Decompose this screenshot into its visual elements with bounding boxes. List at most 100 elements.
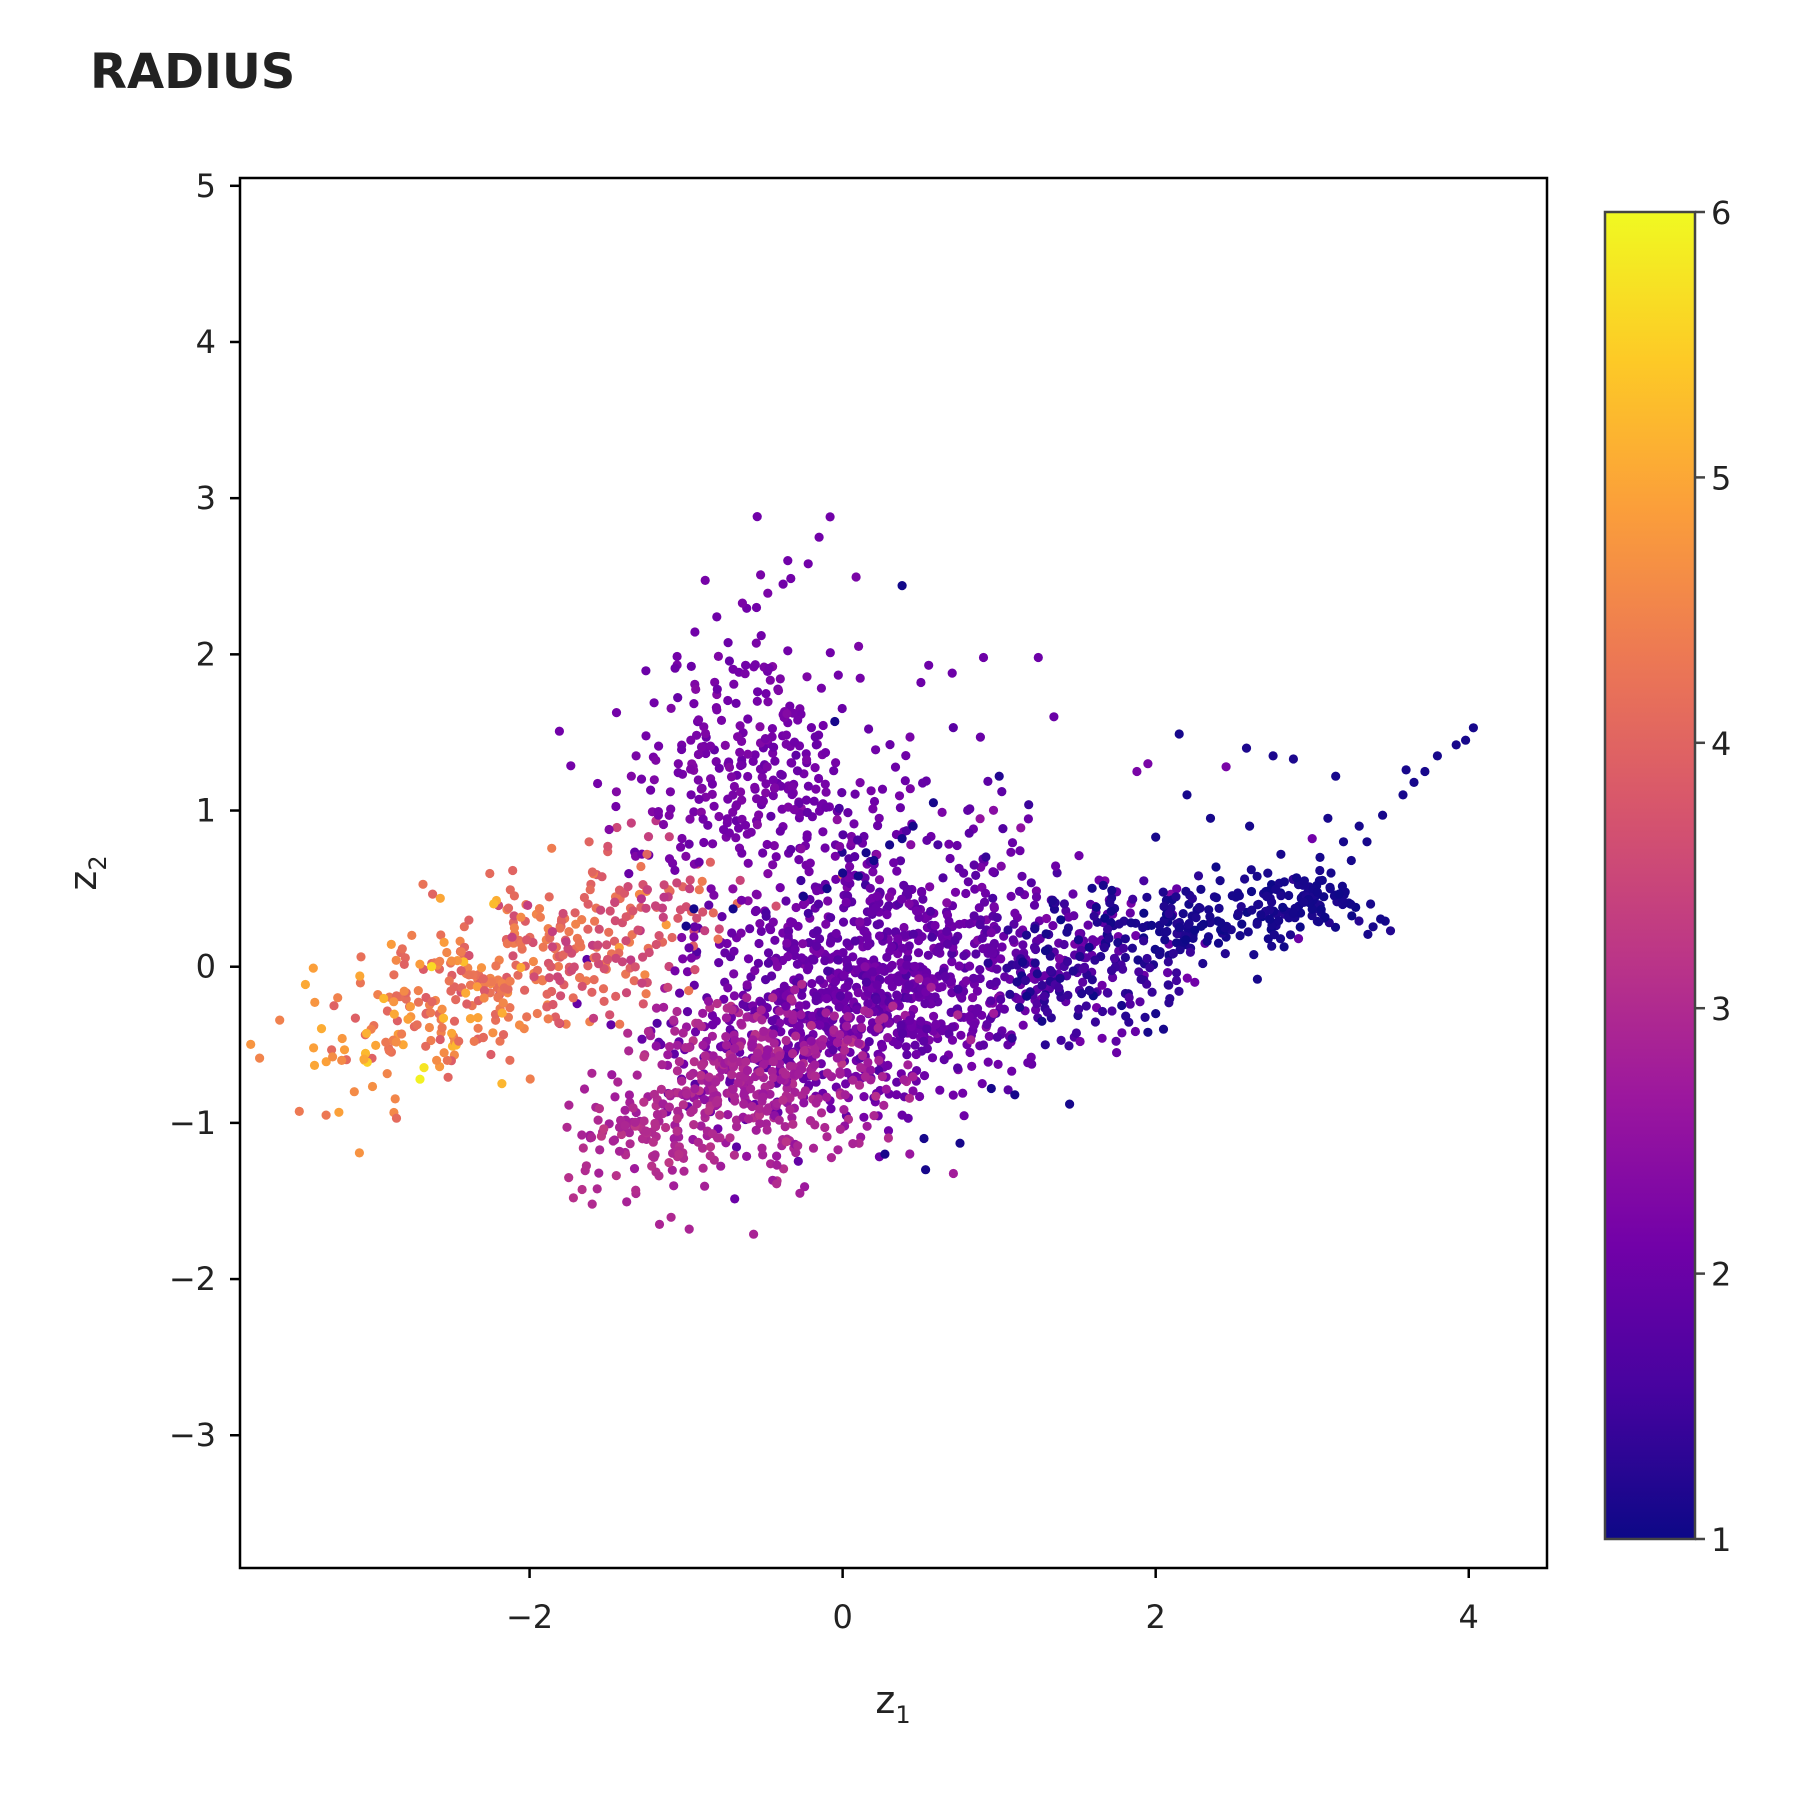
data-point xyxy=(1315,865,1325,876)
data-point xyxy=(842,981,852,991)
data-point xyxy=(724,762,735,773)
data-point xyxy=(1112,1048,1122,1058)
data-point xyxy=(883,1060,893,1070)
data-point xyxy=(742,1151,752,1161)
data-point xyxy=(309,1043,319,1053)
data-point xyxy=(757,1015,767,1025)
data-point xyxy=(405,1002,415,1012)
data-point xyxy=(793,1156,803,1166)
data-point xyxy=(699,1095,710,1105)
data-point xyxy=(1246,865,1256,875)
data-point xyxy=(503,984,513,994)
data-point xyxy=(437,1004,447,1014)
data-point xyxy=(771,901,781,911)
data-point xyxy=(740,820,751,830)
data-point xyxy=(1142,953,1152,964)
data-point xyxy=(698,1040,708,1050)
data-point xyxy=(568,1193,579,1203)
data-point xyxy=(1068,889,1078,899)
data-point xyxy=(863,999,873,1009)
data-point xyxy=(694,857,704,867)
data-point xyxy=(464,915,474,925)
data-point xyxy=(553,961,564,972)
x-tick-label: 0 xyxy=(832,1598,852,1636)
data-point xyxy=(795,1188,805,1198)
data-point xyxy=(763,869,773,879)
data-point xyxy=(1109,953,1120,963)
data-point xyxy=(731,698,741,709)
data-point xyxy=(1014,886,1025,897)
data-point xyxy=(892,991,903,1001)
data-point xyxy=(717,912,727,922)
data-point xyxy=(743,896,753,906)
data-point xyxy=(1256,910,1266,920)
data-point xyxy=(853,835,863,845)
data-point xyxy=(719,994,729,1004)
data-point xyxy=(919,1133,929,1144)
data-point xyxy=(820,779,830,789)
data-point xyxy=(754,810,764,820)
data-point xyxy=(839,970,849,980)
data-point xyxy=(612,822,622,833)
data-point xyxy=(1083,920,1093,930)
data-point xyxy=(579,892,590,903)
data-point xyxy=(825,512,835,522)
data-point xyxy=(988,867,998,877)
colorbar: 1 2 3 4 5 6 xyxy=(1603,194,1731,1559)
data-point xyxy=(955,1138,965,1148)
data-point xyxy=(553,972,563,982)
data-point xyxy=(1274,916,1284,926)
data-point xyxy=(918,894,928,904)
data-point xyxy=(1065,1099,1075,1109)
data-point xyxy=(1249,950,1259,960)
data-point xyxy=(1263,868,1273,878)
data-point xyxy=(950,936,960,946)
data-point xyxy=(659,892,669,902)
data-point xyxy=(677,932,687,943)
data-point xyxy=(602,940,612,950)
data-point xyxy=(746,1084,756,1094)
data-point xyxy=(729,991,740,1001)
data-point xyxy=(803,559,813,569)
data-point xyxy=(1030,958,1040,968)
data-point xyxy=(608,1136,618,1146)
data-point xyxy=(835,991,846,1001)
data-point xyxy=(859,1092,869,1102)
data-point xyxy=(809,796,819,806)
data-point xyxy=(789,737,800,747)
data-point xyxy=(750,660,760,670)
data-point xyxy=(843,1012,853,1022)
data-point xyxy=(1016,823,1026,833)
data-point xyxy=(926,982,936,992)
data-point xyxy=(505,1055,515,1065)
data-point xyxy=(698,1143,708,1153)
data-point xyxy=(682,967,693,977)
data-point xyxy=(763,588,773,598)
data-point xyxy=(829,766,839,776)
data-point xyxy=(885,740,895,750)
data-point xyxy=(1401,765,1411,775)
plot-frame xyxy=(238,176,1549,1570)
data-point xyxy=(654,1219,665,1229)
data-point xyxy=(887,960,897,970)
data-point xyxy=(310,997,320,1008)
data-point xyxy=(1056,1035,1066,1045)
data-point xyxy=(842,955,852,965)
data-point xyxy=(915,1091,925,1102)
data-point xyxy=(633,925,643,935)
data-point xyxy=(830,976,841,986)
data-point xyxy=(866,786,876,796)
data-point xyxy=(884,901,894,911)
data-point xyxy=(743,954,754,964)
data-point xyxy=(800,1086,811,1096)
data-point xyxy=(746,827,756,837)
data-point xyxy=(1048,895,1058,906)
data-point xyxy=(741,660,751,670)
data-point xyxy=(666,1212,676,1222)
data-point xyxy=(897,581,907,591)
data-point xyxy=(1026,878,1036,888)
data-point xyxy=(1325,884,1335,894)
data-point xyxy=(864,1008,874,1018)
x-axis-label: z1 xyxy=(875,1678,910,1729)
data-point xyxy=(1254,899,1264,909)
